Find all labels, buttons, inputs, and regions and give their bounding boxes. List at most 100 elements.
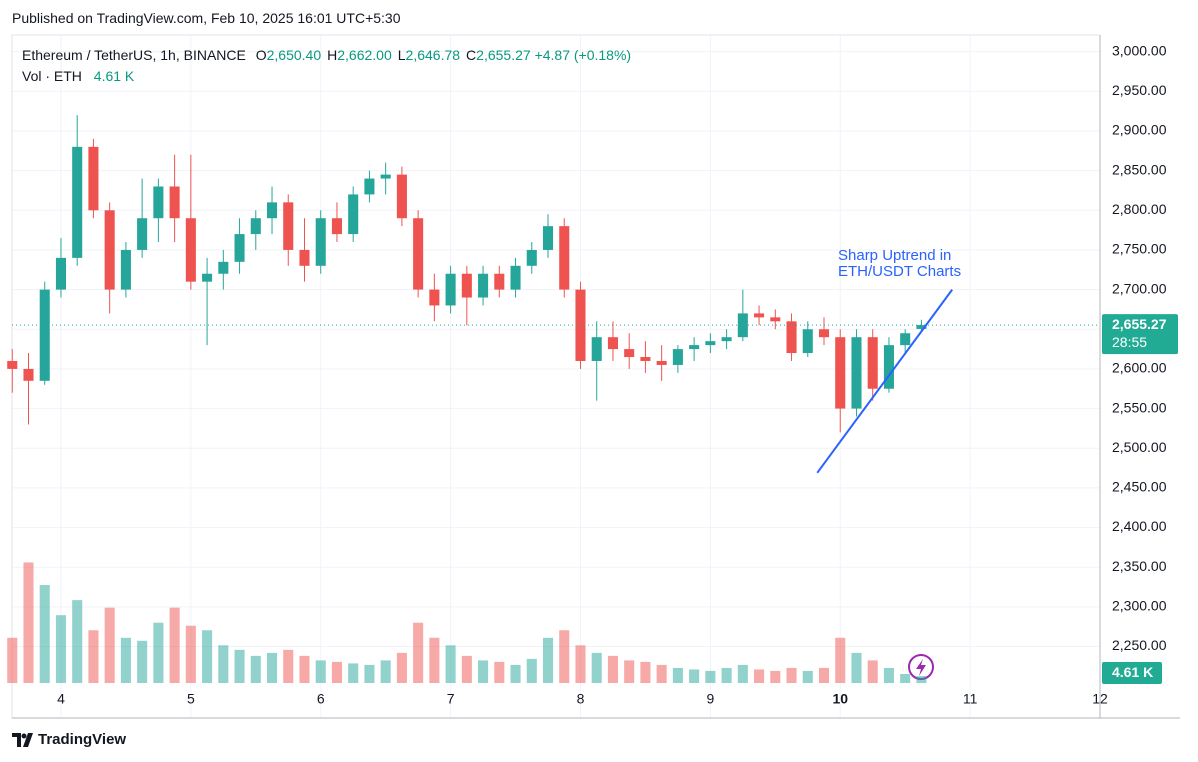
- volume-bar: [672, 667, 683, 683]
- volume-bar: [851, 652, 862, 683]
- y-tick-label: 2,300.00: [1112, 598, 1167, 614]
- candle-body: [737, 313, 748, 338]
- candle-body: [88, 146, 99, 211]
- volume-bar: [266, 652, 278, 683]
- x-tick-label: 4: [57, 691, 65, 707]
- candle-body: [72, 146, 83, 258]
- y-tick-label: 2,800.00: [1112, 201, 1167, 217]
- candle-body: [494, 273, 505, 290]
- alert-bolt: [916, 659, 926, 676]
- candle-body: [202, 273, 213, 282]
- volume-bar: [461, 655, 472, 683]
- candle-body: [591, 337, 602, 361]
- candle-body: [315, 218, 326, 266]
- candle-body: [153, 186, 164, 219]
- countdown-label: 28:55: [1112, 334, 1147, 350]
- logo: [12, 732, 33, 747]
- volume-bar: [640, 661, 651, 683]
- candle-body: [786, 321, 797, 354]
- volume-bar: [185, 625, 196, 683]
- candle-body: [218, 261, 229, 274]
- candle-body: [299, 249, 310, 266]
- volume-bar: [55, 615, 66, 683]
- candle-body: [672, 349, 683, 365]
- volume-axis-label: 4.61 K: [1112, 664, 1153, 680]
- volume-bar: [169, 607, 180, 683]
- candle-body: [640, 357, 651, 361]
- volume-value: 4.61 K: [93, 68, 135, 84]
- volume-bar: [445, 645, 456, 683]
- candle-body: [250, 218, 261, 235]
- change: +4.87 (+0.18%): [534, 47, 632, 63]
- volume-bar: [770, 670, 781, 683]
- grid: [12, 35, 1101, 718]
- volume-bar: [624, 660, 635, 683]
- ohlc-value: 2,650.40: [266, 47, 322, 63]
- volume-bar: [137, 640, 148, 683]
- ohlc-key: O: [255, 47, 267, 63]
- y-tick-label: 2,350.00: [1112, 558, 1167, 574]
- volume-bar: [7, 637, 18, 683]
- volume-bar: [348, 663, 359, 683]
- y-tick-label: 2,550.00: [1112, 399, 1167, 415]
- volume-bar: [542, 637, 554, 683]
- brand: TradingView: [38, 731, 127, 748]
- volume-bar: [607, 655, 618, 683]
- volume-bar: [315, 660, 326, 683]
- volume-row: Vol · ETH 4.61 K: [22, 66, 631, 87]
- candle-body: [900, 333, 911, 346]
- published-header: Published on TradingView.com, Feb 10, 20…: [12, 10, 401, 26]
- last-price-label: 2,655.27: [1112, 316, 1167, 332]
- candle-body: [835, 337, 846, 409]
- volume-bar: [835, 637, 846, 683]
- candle-body: [883, 345, 894, 389]
- volume-box: [1102, 662, 1162, 685]
- y-tick-label: 2,700.00: [1112, 280, 1167, 296]
- candle-body: [413, 218, 424, 290]
- volume-bar: [396, 652, 407, 683]
- candle-body: [754, 313, 765, 318]
- candle-body: [396, 174, 407, 219]
- y-tick-label: 2,250.00: [1112, 637, 1167, 653]
- volume-bar: [737, 664, 748, 683]
- x-tick-label: 5: [187, 691, 195, 707]
- volume-bar: [250, 655, 261, 683]
- volume-bar: [559, 630, 570, 683]
- candle-body: [607, 337, 618, 350]
- candle-body: [169, 186, 180, 219]
- candle-body: [429, 289, 440, 306]
- candle-body: [851, 337, 862, 409]
- candle-body: [7, 360, 18, 369]
- candle-body: [705, 341, 716, 346]
- candle-body: [120, 249, 131, 290]
- volume-bar: [218, 645, 229, 683]
- x-tick-label: 9: [706, 691, 714, 707]
- legend: Ethereum / TetherUS, 1h, BINANCE O2,650.…: [22, 45, 631, 87]
- candle-body: [689, 345, 700, 350]
- candle-body: [510, 265, 521, 290]
- volume-bar: [364, 664, 375, 683]
- candle-body: [283, 202, 294, 250]
- candle-body: [526, 249, 537, 266]
- candle-body: [478, 273, 489, 298]
- volume-bar: [867, 660, 878, 683]
- candle-body: [559, 226, 570, 290]
- ohlc-key: C: [466, 47, 477, 63]
- volume-bar: [510, 664, 521, 683]
- candle-body: [656, 360, 667, 365]
- ohlc-key: L: [397, 47, 406, 63]
- volume-bar: [299, 655, 310, 683]
- volume-bar: [802, 670, 813, 683]
- volume-bar: [494, 661, 505, 683]
- volume-bar: [153, 622, 164, 683]
- candle-body: [234, 234, 245, 262]
- candle-body: [137, 218, 148, 250]
- volume-bar: [413, 622, 424, 683]
- x-tick-label: 7: [447, 691, 455, 707]
- candle-body: [55, 257, 66, 290]
- footer: TradingView: [12, 731, 126, 748]
- candle-body: [818, 329, 830, 338]
- candle-body: [721, 337, 732, 342]
